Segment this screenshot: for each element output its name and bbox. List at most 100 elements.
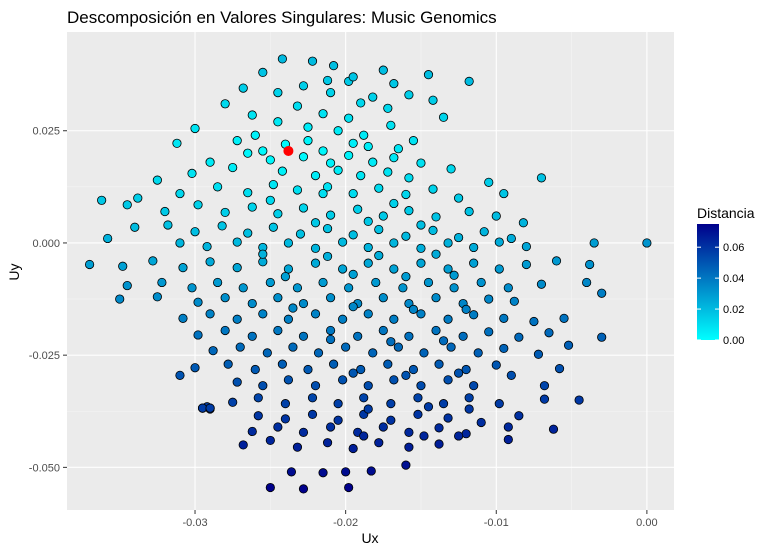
data-point xyxy=(416,258,426,268)
data-point xyxy=(386,399,396,409)
data-point xyxy=(322,251,333,262)
data-point xyxy=(419,348,429,358)
data-point xyxy=(232,136,242,146)
data-point xyxy=(544,328,554,338)
data-point xyxy=(344,482,354,493)
data-point xyxy=(509,296,519,306)
data-point xyxy=(389,314,399,324)
data-point xyxy=(238,440,248,450)
data-point xyxy=(273,117,283,127)
data-point xyxy=(383,103,393,113)
data-point xyxy=(473,348,483,358)
data-point xyxy=(122,200,132,210)
data-point xyxy=(303,364,313,375)
data-point xyxy=(205,403,215,413)
data-point xyxy=(217,221,227,231)
data-point xyxy=(348,443,358,454)
data-point xyxy=(363,216,373,227)
data-point xyxy=(434,439,444,449)
data-point xyxy=(529,316,539,327)
data-point xyxy=(454,431,464,441)
data-point xyxy=(514,332,524,342)
data-point xyxy=(193,330,203,340)
data-point xyxy=(371,277,381,288)
data-point xyxy=(443,264,453,274)
data-point xyxy=(503,422,513,432)
data-point xyxy=(348,368,358,378)
data-point xyxy=(333,126,343,136)
data-point xyxy=(454,232,464,243)
data-point xyxy=(178,313,188,323)
data-point xyxy=(484,294,494,304)
x-tick-label: -0.02 xyxy=(333,517,358,529)
data-point xyxy=(243,148,253,158)
data-point xyxy=(398,283,408,293)
data-point xyxy=(589,238,599,248)
data-point xyxy=(283,238,294,248)
legend-tick-label: 0.04 xyxy=(723,273,744,285)
data-point xyxy=(374,438,384,448)
data-point xyxy=(258,146,268,156)
data-point xyxy=(338,375,348,385)
legend-tick-label: 0.02 xyxy=(723,304,744,316)
data-point xyxy=(265,435,275,446)
data-point xyxy=(393,342,403,352)
data-point xyxy=(404,427,414,437)
data-point xyxy=(273,209,283,219)
data-point xyxy=(277,359,287,369)
data-point xyxy=(84,259,95,270)
data-point xyxy=(491,360,501,370)
data-point xyxy=(247,110,257,120)
data-point xyxy=(438,112,449,122)
data-point xyxy=(163,220,173,230)
data-point xyxy=(551,256,562,266)
data-point xyxy=(283,264,294,274)
data-point xyxy=(250,364,260,375)
data-point xyxy=(247,426,257,437)
data-point xyxy=(322,75,333,86)
data-point xyxy=(431,212,441,222)
data-point xyxy=(205,309,215,319)
data-point xyxy=(235,342,245,352)
data-point xyxy=(348,138,358,148)
data-point xyxy=(378,422,388,432)
data-point xyxy=(574,395,584,405)
data-point xyxy=(310,258,321,268)
data-point xyxy=(514,411,524,421)
data-point xyxy=(341,467,351,477)
legend-colorbar xyxy=(697,224,719,340)
data-point xyxy=(431,249,441,259)
data-point xyxy=(359,393,369,403)
data-point xyxy=(404,331,414,341)
data-point xyxy=(389,198,399,209)
data-point xyxy=(533,349,544,359)
data-point xyxy=(458,331,468,341)
data-point xyxy=(341,342,351,352)
data-point xyxy=(416,381,426,391)
data-point xyxy=(449,283,459,293)
data-point xyxy=(356,98,366,108)
data-point xyxy=(338,237,348,247)
data-point xyxy=(298,298,309,309)
data-point xyxy=(292,442,303,452)
data-point xyxy=(559,313,569,323)
data-point xyxy=(213,182,223,192)
data-point xyxy=(268,180,278,190)
data-point xyxy=(476,417,486,428)
data-point xyxy=(423,277,434,288)
data-point xyxy=(506,233,516,244)
data-point xyxy=(325,158,336,168)
data-point xyxy=(310,171,321,181)
data-point xyxy=(536,173,547,183)
data-point xyxy=(160,206,170,217)
data-points xyxy=(84,54,652,494)
data-point xyxy=(190,123,200,134)
data-point xyxy=(307,56,318,66)
data-point xyxy=(386,415,396,425)
data-point xyxy=(148,256,158,266)
data-point xyxy=(205,157,215,167)
data-point xyxy=(353,331,363,341)
data-point xyxy=(283,375,294,385)
data-point xyxy=(383,359,393,369)
data-point xyxy=(298,484,309,494)
